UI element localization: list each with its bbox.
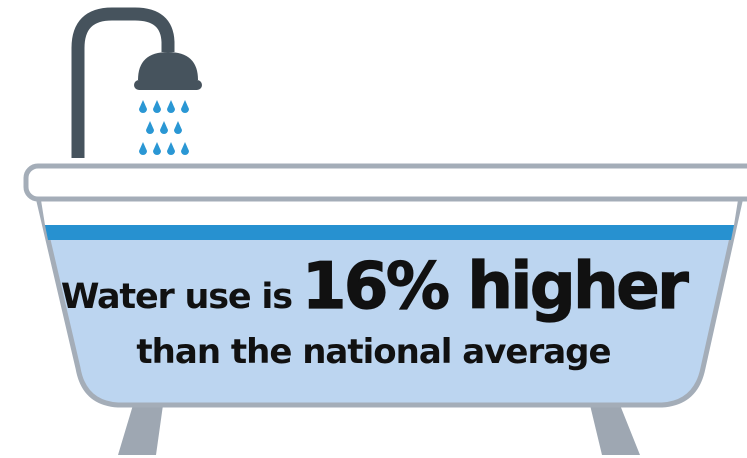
water-drop-icon	[139, 100, 147, 113]
headline-highlight: 16% higher	[301, 249, 689, 324]
water-drop-icon	[167, 142, 175, 155]
headline-line-1: Water use is 16% higher	[0, 249, 747, 330]
headline-lead: Water use is	[60, 277, 293, 317]
tub-rim	[23, 163, 747, 202]
water-drop-icon	[167, 100, 175, 113]
water-drop-icon	[146, 121, 154, 134]
water-drop-icon	[174, 121, 182, 134]
water-drop-icon	[153, 100, 161, 113]
bathtub-icon	[35, 194, 744, 408]
water-drop-icon	[139, 142, 147, 155]
tub-upper-band	[41, 200, 738, 225]
shower-head-rim	[134, 80, 202, 90]
water-drop-icon	[181, 100, 189, 113]
shower-head-icon	[138, 52, 198, 80]
tub-foot-right	[590, 405, 640, 455]
water-drops	[139, 100, 189, 155]
water-drop-icon	[153, 142, 161, 155]
shower-pipe	[71, 7, 175, 158]
tub-foot-left	[118, 405, 163, 455]
water-drop-icon	[181, 142, 189, 155]
headline-subline: than the national average	[136, 332, 611, 372]
water-line	[45, 225, 734, 240]
water-drop-icon	[160, 121, 168, 134]
